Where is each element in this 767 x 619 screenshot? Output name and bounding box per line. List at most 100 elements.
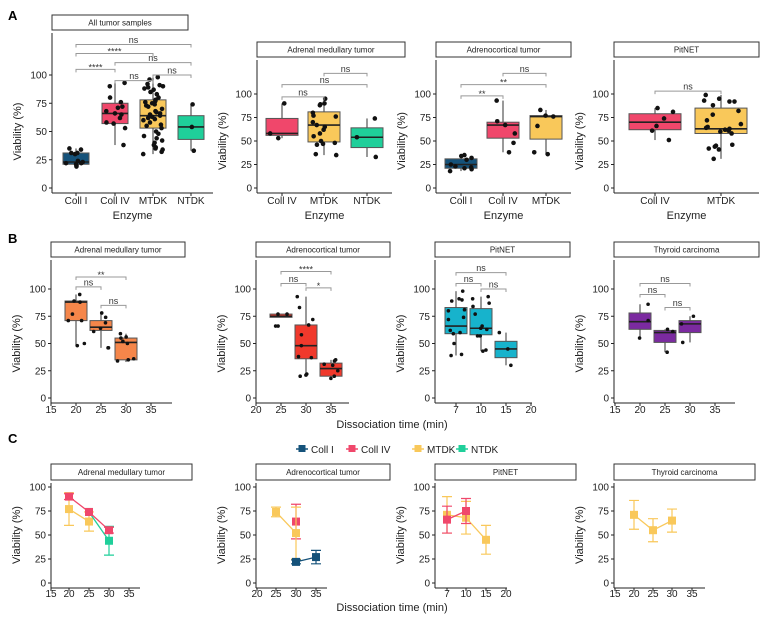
data-point xyxy=(452,341,456,346)
data-point xyxy=(306,323,311,327)
y-axis-label: Viability (%) xyxy=(574,315,586,373)
data-point xyxy=(372,116,378,121)
data-point xyxy=(333,114,339,119)
data-point xyxy=(502,122,508,128)
series-coll-i xyxy=(291,549,321,566)
data-point xyxy=(704,118,710,123)
y-tick-label: 25 xyxy=(35,555,47,566)
data-point xyxy=(267,131,273,136)
y-tick-label: 0 xyxy=(425,184,431,195)
data-point xyxy=(330,363,335,368)
data-point xyxy=(115,105,121,111)
facet-title: PitNET xyxy=(674,46,699,55)
y-tick-label: 75 xyxy=(598,507,610,518)
data-point xyxy=(453,164,458,169)
bracket-line xyxy=(114,80,154,84)
data-point xyxy=(126,358,131,362)
data-point xyxy=(98,326,103,331)
significance-label: * xyxy=(317,281,321,291)
y-tick-label: 75 xyxy=(420,113,432,124)
box-20 xyxy=(628,302,652,340)
row-c-x-axis-label: Dissociation time (min) xyxy=(336,602,447,614)
panel-b4: Thyroid carcinoma 0 25 50 75 100 Viability (%)… xyxy=(574,241,760,416)
data-point xyxy=(159,138,165,143)
series-mtdk xyxy=(629,499,677,543)
data-point xyxy=(712,144,718,149)
data-point xyxy=(131,356,136,361)
y-tick-label: 0 xyxy=(246,184,252,195)
significance-bracket: ** xyxy=(460,78,547,88)
x-tick-label: MTDK xyxy=(532,196,561,207)
x-tick-label: 20 xyxy=(525,405,537,416)
y-axis-label: Viability (%) xyxy=(396,112,408,170)
x-tick-label: 30 xyxy=(300,405,312,416)
data-point xyxy=(285,312,289,316)
box-25 xyxy=(89,311,113,350)
data-point xyxy=(310,317,315,322)
facet-title: Adrenal medullary tumor xyxy=(74,246,161,255)
data-point xyxy=(145,115,151,121)
y-tick-label: 50 xyxy=(35,531,47,542)
data-point xyxy=(716,96,722,101)
facet-title: Adrenocortical tumor xyxy=(467,46,541,55)
panel-a1: All tumor samples 0 25 50 75 100 Viability (%)… xyxy=(12,14,213,222)
data-point xyxy=(66,318,71,323)
y-axis-label: Viability (%) xyxy=(574,112,586,170)
box-iqr xyxy=(64,300,88,322)
data-point xyxy=(509,363,513,368)
data-point xyxy=(311,113,316,118)
facet-strip xyxy=(255,463,391,481)
x-tick-label: 30 xyxy=(120,405,132,416)
box-coll-i xyxy=(62,146,90,169)
box-mtdk xyxy=(694,92,748,162)
panel-a3: Adrenocortical tumor 0 25 50 75 100 Viability … xyxy=(396,41,572,222)
data-point xyxy=(273,324,278,328)
box-iqr xyxy=(653,329,677,343)
box-iqr xyxy=(444,307,468,335)
data-point xyxy=(469,155,474,161)
data-point xyxy=(701,98,707,103)
y-axis-label: Viability (%) xyxy=(574,506,586,564)
data-point xyxy=(272,507,280,516)
data-point xyxy=(475,334,480,338)
legend-marker-icon xyxy=(298,445,306,452)
y-tick-label: 100 xyxy=(414,90,431,101)
data-point xyxy=(292,529,300,538)
data-point xyxy=(473,312,477,316)
y-tick-label: 25 xyxy=(598,555,610,566)
significance-bracket: ns xyxy=(75,35,192,48)
box-mtdk xyxy=(529,107,563,157)
significance-bracket: ns xyxy=(323,64,368,77)
y-tick-label: 100 xyxy=(413,285,430,296)
data-point xyxy=(77,292,82,297)
facet-title: PitNET xyxy=(493,468,518,477)
y-tick-label: 50 xyxy=(35,339,47,350)
x-tick-label: Coll IV xyxy=(640,196,670,207)
legend-marker-icon xyxy=(414,445,422,452)
data-point xyxy=(679,322,684,326)
data-point xyxy=(121,339,125,344)
box-coll-iv xyxy=(486,98,520,155)
data-point xyxy=(147,120,153,125)
data-point xyxy=(111,121,116,126)
data-point xyxy=(460,289,465,293)
bracket-line xyxy=(75,53,154,57)
x-tick-label: 15 xyxy=(45,589,57,600)
y-tick-label: 0 xyxy=(424,579,430,590)
box-15 xyxy=(494,330,518,368)
y-tick-label: 25 xyxy=(598,366,610,377)
bracket-line xyxy=(305,287,332,291)
data-point xyxy=(159,106,165,112)
panel-c2: Adrenocortical tumor 0 25 50 75 100 Viability … xyxy=(216,463,391,600)
data-point xyxy=(443,515,451,524)
bracket-line xyxy=(460,95,504,99)
data-point xyxy=(159,149,164,155)
data-point xyxy=(649,128,655,133)
facet-strip xyxy=(613,463,756,481)
significance-label: ns xyxy=(129,71,139,81)
x-tick-label: 7 xyxy=(444,589,450,600)
data-point xyxy=(72,151,78,157)
y-tick-label: 25 xyxy=(419,555,431,566)
significance-label: **** xyxy=(299,265,314,275)
